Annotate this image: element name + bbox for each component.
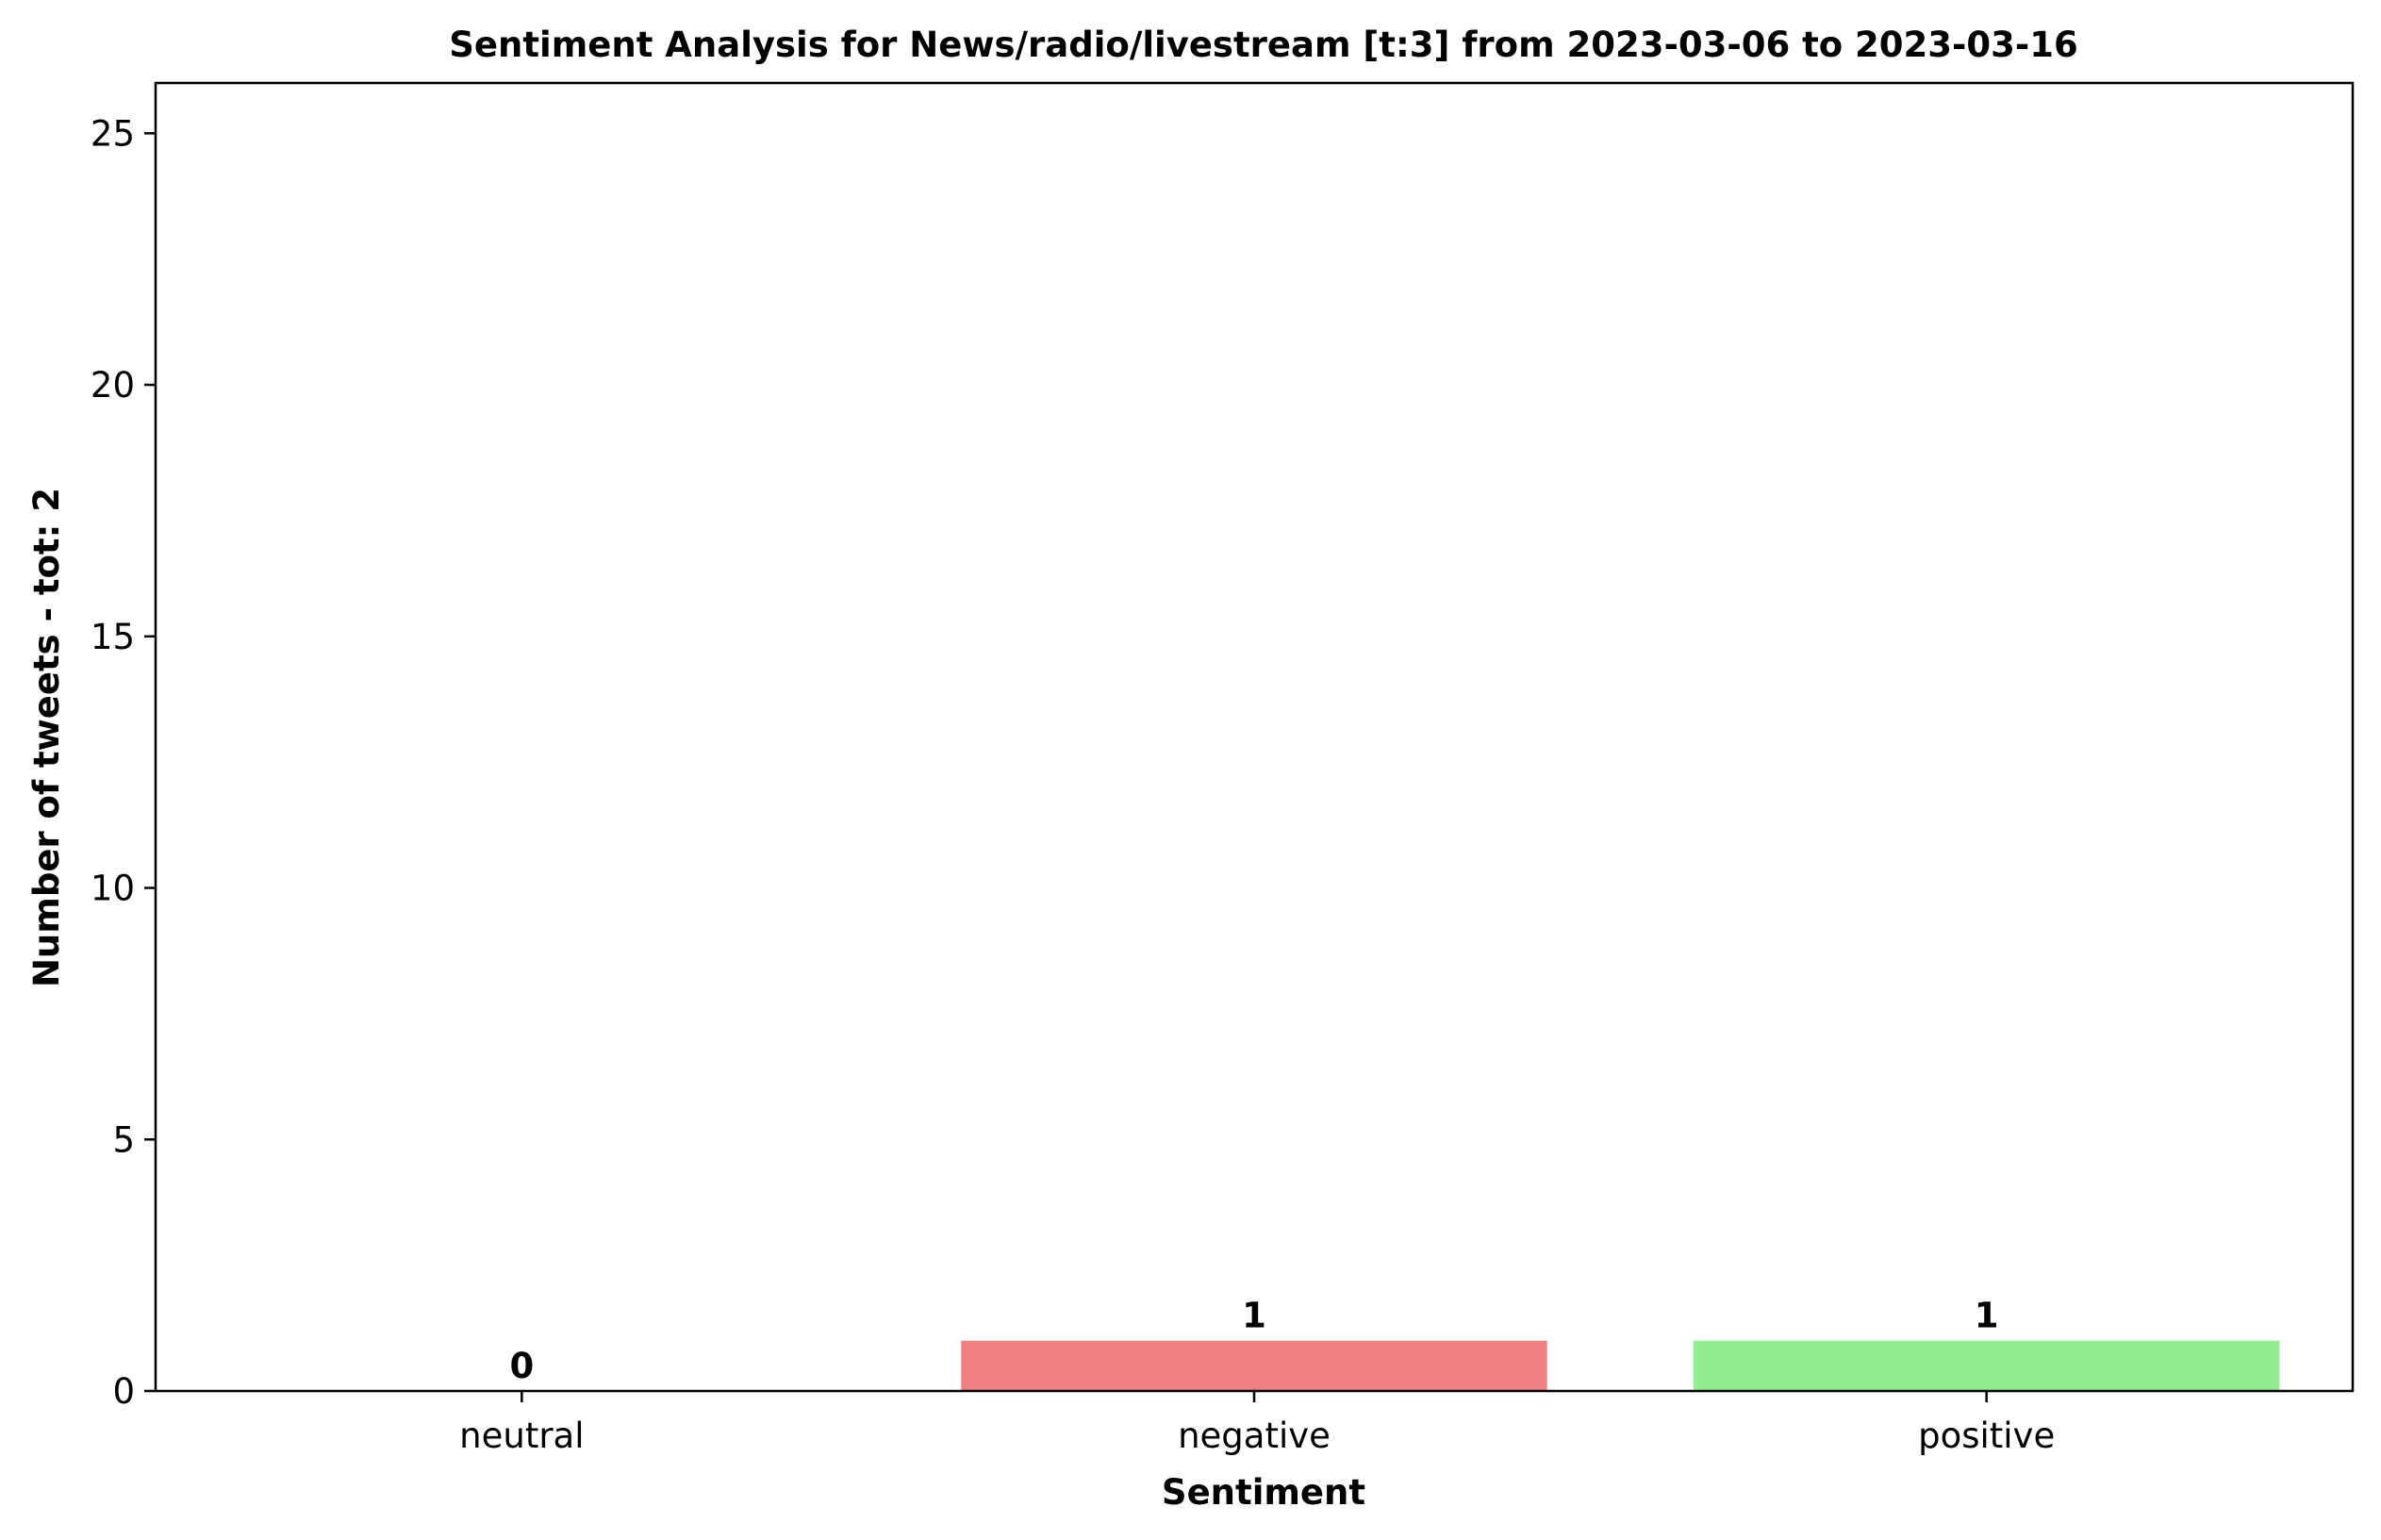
data-label-negative: 1 bbox=[1242, 1296, 1266, 1336]
data-label-positive: 1 bbox=[1975, 1296, 1999, 1336]
y-axis-label: Number of tweets - tot: 2 bbox=[26, 488, 67, 987]
x-axis-label: Sentiment bbox=[1162, 1472, 1365, 1513]
x-tick-label-negative: negative bbox=[1178, 1416, 1331, 1456]
data-label-neutral: 0 bbox=[509, 1346, 534, 1386]
x-tick-label-neutral: neutral bbox=[459, 1416, 584, 1456]
y-tick-label: 25 bbox=[91, 113, 135, 154]
x-tick-label-positive: positive bbox=[1918, 1416, 2055, 1456]
bar-positive bbox=[1694, 1340, 2280, 1391]
y-tick-label: 10 bbox=[91, 869, 135, 909]
plot-area: 0 5 10 15 20 25 neutral negative positive 0 1 1 bbox=[91, 81, 2355, 1456]
bar-negative bbox=[961, 1340, 1547, 1391]
chart-title: Sentiment Analysis for News/radio/livest… bbox=[449, 25, 2077, 65]
y-tick-label: 20 bbox=[91, 365, 135, 406]
y-tick-label: 5 bbox=[112, 1119, 135, 1160]
y-tick-label: 0 bbox=[112, 1371, 135, 1412]
y-tick-label: 15 bbox=[91, 617, 135, 657]
